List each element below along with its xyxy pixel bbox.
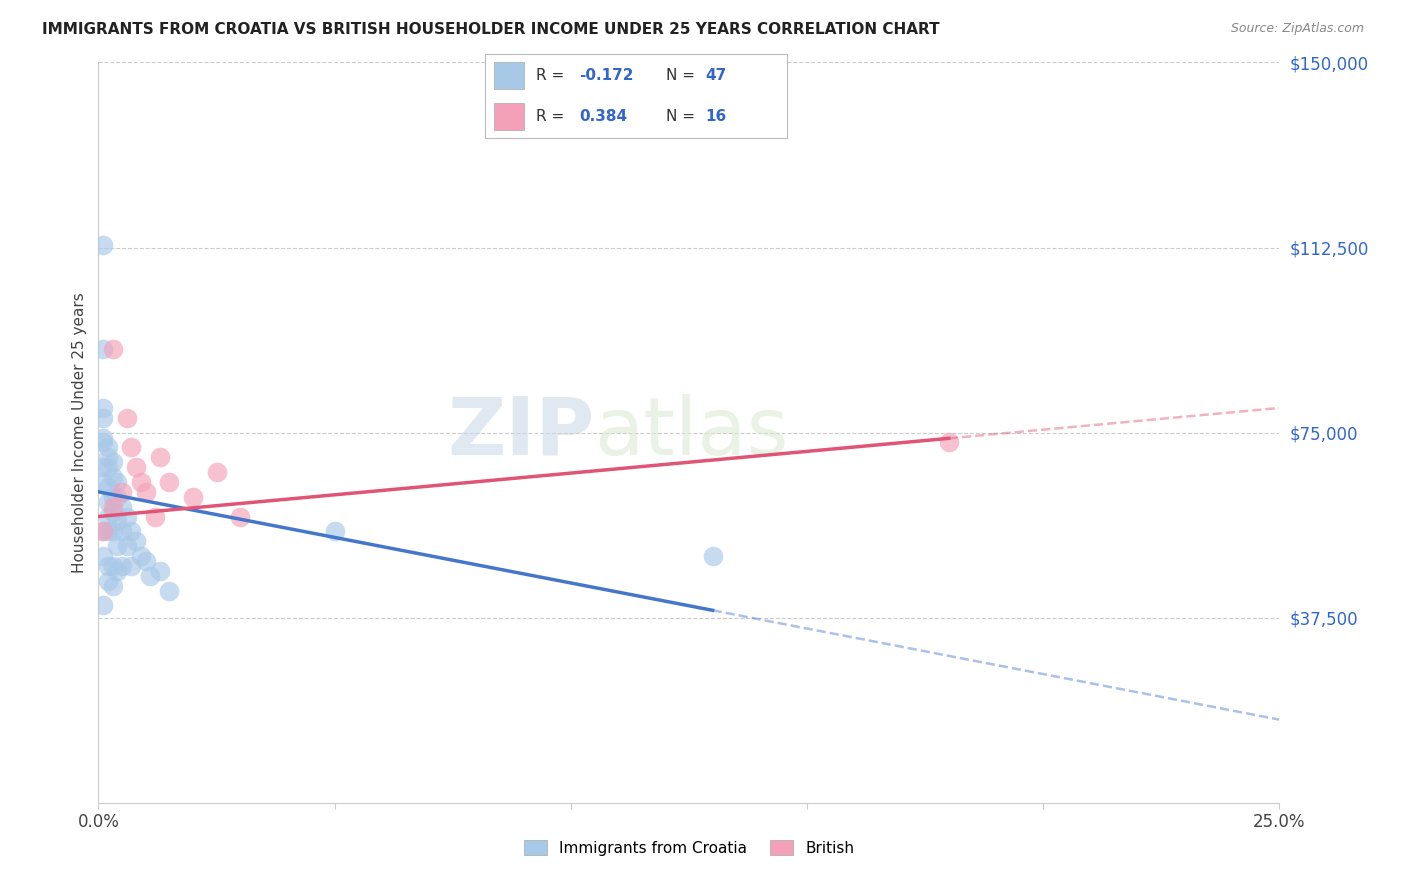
Point [105,475,128,489]
Point [91,524,114,539]
Legend: Immigrants from Croatia, British: Immigrants from Croatia, British [517,834,860,862]
Point [111,500,134,514]
Point [121,524,143,539]
Point [105,515,128,529]
Point [91,431,114,445]
FancyBboxPatch shape [494,62,524,89]
Point [115,509,138,524]
Point [91,238,114,252]
Point [149,450,172,465]
Point [97,558,120,573]
Point [101,558,124,573]
Point [157,475,180,489]
Point [938,435,960,450]
Point [101,455,124,469]
Point [91,435,114,450]
Point [121,441,143,455]
Point [97,524,120,539]
Text: N =: N = [666,68,700,83]
Text: -0.172: -0.172 [579,68,633,83]
Point [91,524,114,539]
Point [105,490,128,504]
FancyBboxPatch shape [494,103,524,130]
Point [97,460,120,475]
Text: ZIP: ZIP [447,393,595,472]
Point [702,549,724,563]
Point [105,564,128,578]
Point [97,494,120,508]
Point [97,480,120,494]
Point [205,465,228,479]
Text: 0.384: 0.384 [579,109,627,124]
Text: IMMIGRANTS FROM CROATIA VS BRITISH HOUSEHOLDER INCOME UNDER 25 YEARS CORRELATION: IMMIGRANTS FROM CROATIA VS BRITISH HOUSE… [42,22,939,37]
Point [91,599,114,613]
Text: 16: 16 [706,109,727,124]
Point [115,410,138,425]
Y-axis label: Householder Income Under 25 years: Householder Income Under 25 years [72,293,87,573]
Point [135,554,157,568]
Point [101,524,124,539]
Point [143,509,166,524]
Point [97,441,120,455]
Point [129,549,152,563]
Point [125,534,148,549]
Point [139,568,162,582]
Point [101,500,124,514]
Point [101,470,124,484]
Point [101,342,124,356]
Point [157,583,180,598]
Point [91,410,114,425]
Text: atlas: atlas [595,393,789,472]
Point [181,490,204,504]
Point [125,460,148,475]
Point [111,484,134,499]
Point [135,484,157,499]
Point [97,509,120,524]
Point [101,505,124,519]
Text: Source: ZipAtlas.com: Source: ZipAtlas.com [1230,22,1364,36]
Point [97,574,120,588]
Text: R =: R = [537,68,569,83]
Point [115,539,138,553]
Point [105,539,128,553]
Point [97,450,120,465]
Point [111,524,134,539]
Text: R =: R = [537,109,569,124]
Point [129,475,152,489]
Point [91,460,114,475]
Point [121,558,143,573]
Point [323,524,346,539]
Point [149,564,172,578]
Text: N =: N = [666,109,700,124]
Point [91,401,114,415]
Point [229,509,252,524]
Point [101,490,124,504]
Point [91,475,114,489]
Text: 47: 47 [706,68,727,83]
Point [101,579,124,593]
Point [111,558,134,573]
Point [91,342,114,356]
Point [91,549,114,563]
